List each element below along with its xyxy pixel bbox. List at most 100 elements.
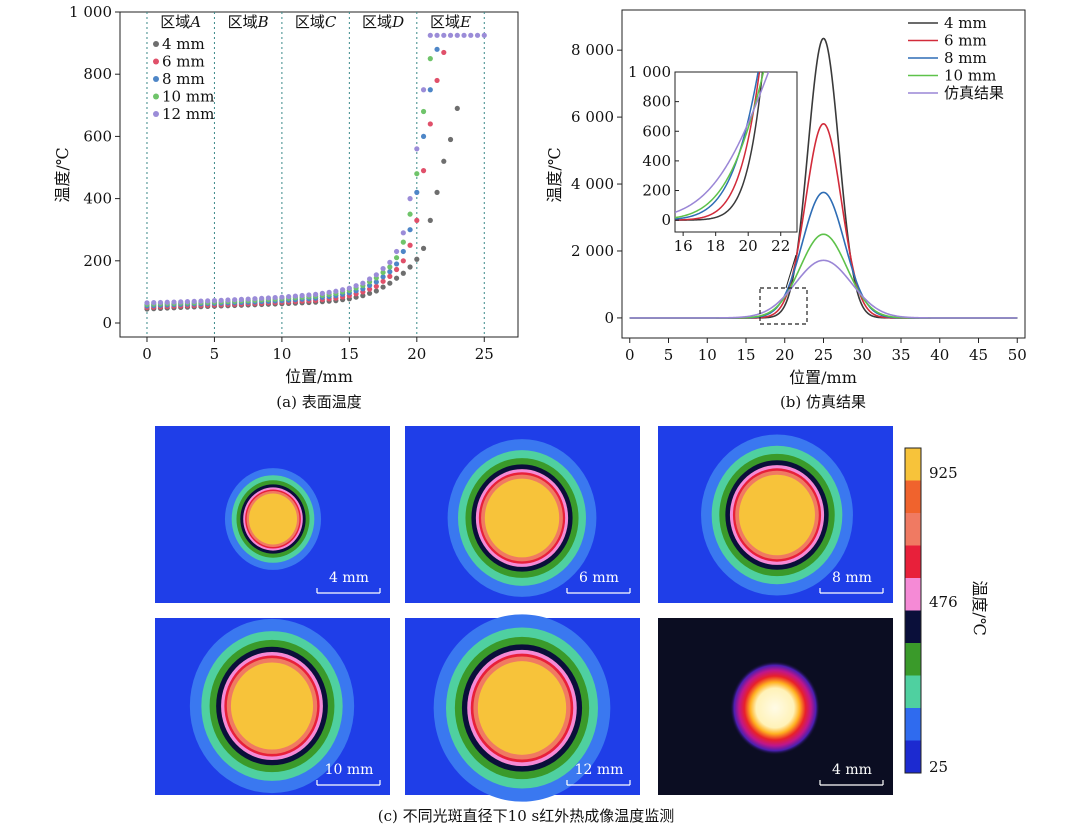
data-point: [427, 121, 433, 127]
data-point: [441, 49, 447, 56]
zone-label: 区域B: [228, 13, 269, 31]
data-point: [306, 292, 312, 298]
data-point: [366, 276, 373, 282]
data-point: [360, 280, 366, 286]
data-point: [427, 217, 433, 223]
data-point: [387, 280, 393, 286]
legend-label: 6 mm: [944, 32, 987, 50]
thermal-caption: (c) 不同光斑直径下10 s红外热成像温度监测: [378, 807, 674, 825]
zone-label-prefix: 区域: [295, 13, 325, 31]
zoom-region-box: [759, 287, 808, 325]
chart-b-ylabel: 温度/℃: [545, 147, 564, 202]
data-point: [454, 32, 460, 38]
data-point: [434, 77, 440, 84]
data-point: [346, 285, 352, 291]
data-point: [319, 290, 325, 296]
data-point: [360, 293, 366, 299]
scale-bar-label: 8 mm: [832, 570, 872, 586]
colorbar: 925 476 25: [904, 447, 958, 776]
colorbar-tick-label: 25: [929, 758, 948, 776]
data-point: [373, 272, 379, 278]
zoom-connector: [785, 254, 797, 289]
data-point: [427, 56, 433, 62]
inset-y-tick-label: 1 000: [628, 63, 671, 81]
data-point: [400, 258, 406, 264]
thermal-image-grid: 4 mm 6 mm 8 mm 10 mm 12 mm 4 mm: [155, 426, 893, 802]
data-point: [393, 275, 400, 281]
x-tick-label: 10: [272, 345, 291, 363]
colorbar-segment: [905, 643, 921, 676]
data-point: [414, 217, 420, 223]
chart-a-ylabel: 温度/℃: [53, 147, 72, 202]
data-point: [238, 296, 245, 302]
data-point: [366, 282, 373, 288]
data-point: [474, 32, 481, 38]
data-point: [313, 291, 319, 297]
data-point: [299, 292, 305, 299]
x-tick-label: 10: [698, 346, 717, 364]
data-point: [393, 266, 400, 273]
data-point: [292, 293, 298, 299]
legend-marker: [153, 93, 159, 100]
colorbar-segment: [905, 513, 921, 546]
chart-b-xlabel: 位置/mm: [789, 368, 857, 387]
zone-label-letter: D: [391, 13, 404, 31]
colorbar-segment: [905, 740, 921, 774]
zone-label: 区域D: [362, 13, 404, 31]
data-point: [387, 273, 393, 279]
zone-label-prefix: 区域: [362, 13, 392, 31]
y-tick-label: 800: [83, 65, 112, 83]
data-point: [387, 269, 393, 275]
colorbar-tick-label: 476: [929, 593, 958, 611]
data-point: [340, 287, 346, 293]
chart-a-caption: (a) 表面温度: [276, 393, 361, 411]
data-point: [171, 299, 177, 305]
thermal-ring: [248, 493, 298, 545]
scale-bar-label: 12 mm: [575, 762, 624, 778]
data-point: [420, 168, 427, 174]
colorbar-segment: [905, 578, 921, 611]
legend-label: 10 mm: [944, 67, 996, 85]
colorbar-segment: [905, 675, 921, 709]
data-point: [279, 294, 285, 300]
y-tick-label: 600: [83, 127, 112, 145]
thermal-panel: 4 mm: [155, 426, 390, 603]
legend-label: 4 mm: [162, 35, 205, 53]
data-point: [272, 294, 278, 301]
legend-label: 12 mm: [162, 105, 214, 123]
thermal-ring: [484, 478, 560, 558]
data-point: [245, 296, 251, 302]
data-point: [380, 274, 386, 280]
y-tick-label: 200: [83, 252, 112, 270]
y-tick-label: 1 000: [69, 3, 112, 21]
inset-y-tick-label: 200: [642, 182, 671, 200]
legend-marker: [153, 41, 159, 47]
colorbar-segment: [905, 480, 921, 514]
chart-a-surface-temperature: 区域A 区域B 区域C 区域D 区域E 0 5 10 15 20 25 0200400600800…: [53, 3, 519, 411]
x-tick-label: 5: [664, 346, 674, 364]
thermal-ring: [477, 661, 567, 755]
inset-series-line: [675, 72, 764, 221]
data-point: [461, 32, 467, 38]
data-point: [178, 299, 184, 305]
zone-label: 区域C: [295, 13, 337, 31]
inset-y-tick-label: 0: [661, 211, 671, 229]
data-point: [380, 265, 386, 272]
legend-label: 4 mm: [944, 14, 987, 32]
x-tick-label: 20: [775, 346, 794, 364]
data-point: [373, 279, 379, 285]
zone-label-prefix: 区域: [430, 13, 460, 31]
data-point: [407, 211, 413, 217]
colorbar-segment: [905, 448, 921, 481]
x-tick-label: 50: [1008, 346, 1027, 364]
zone-label-prefix: 区域: [228, 13, 258, 31]
data-point: [441, 158, 447, 164]
data-point: [393, 261, 400, 267]
data-point: [265, 295, 272, 301]
data-point: [414, 256, 420, 262]
data-point: [414, 146, 420, 152]
data-point: [286, 294, 292, 300]
data-point: [427, 32, 433, 38]
data-point: [400, 248, 406, 255]
